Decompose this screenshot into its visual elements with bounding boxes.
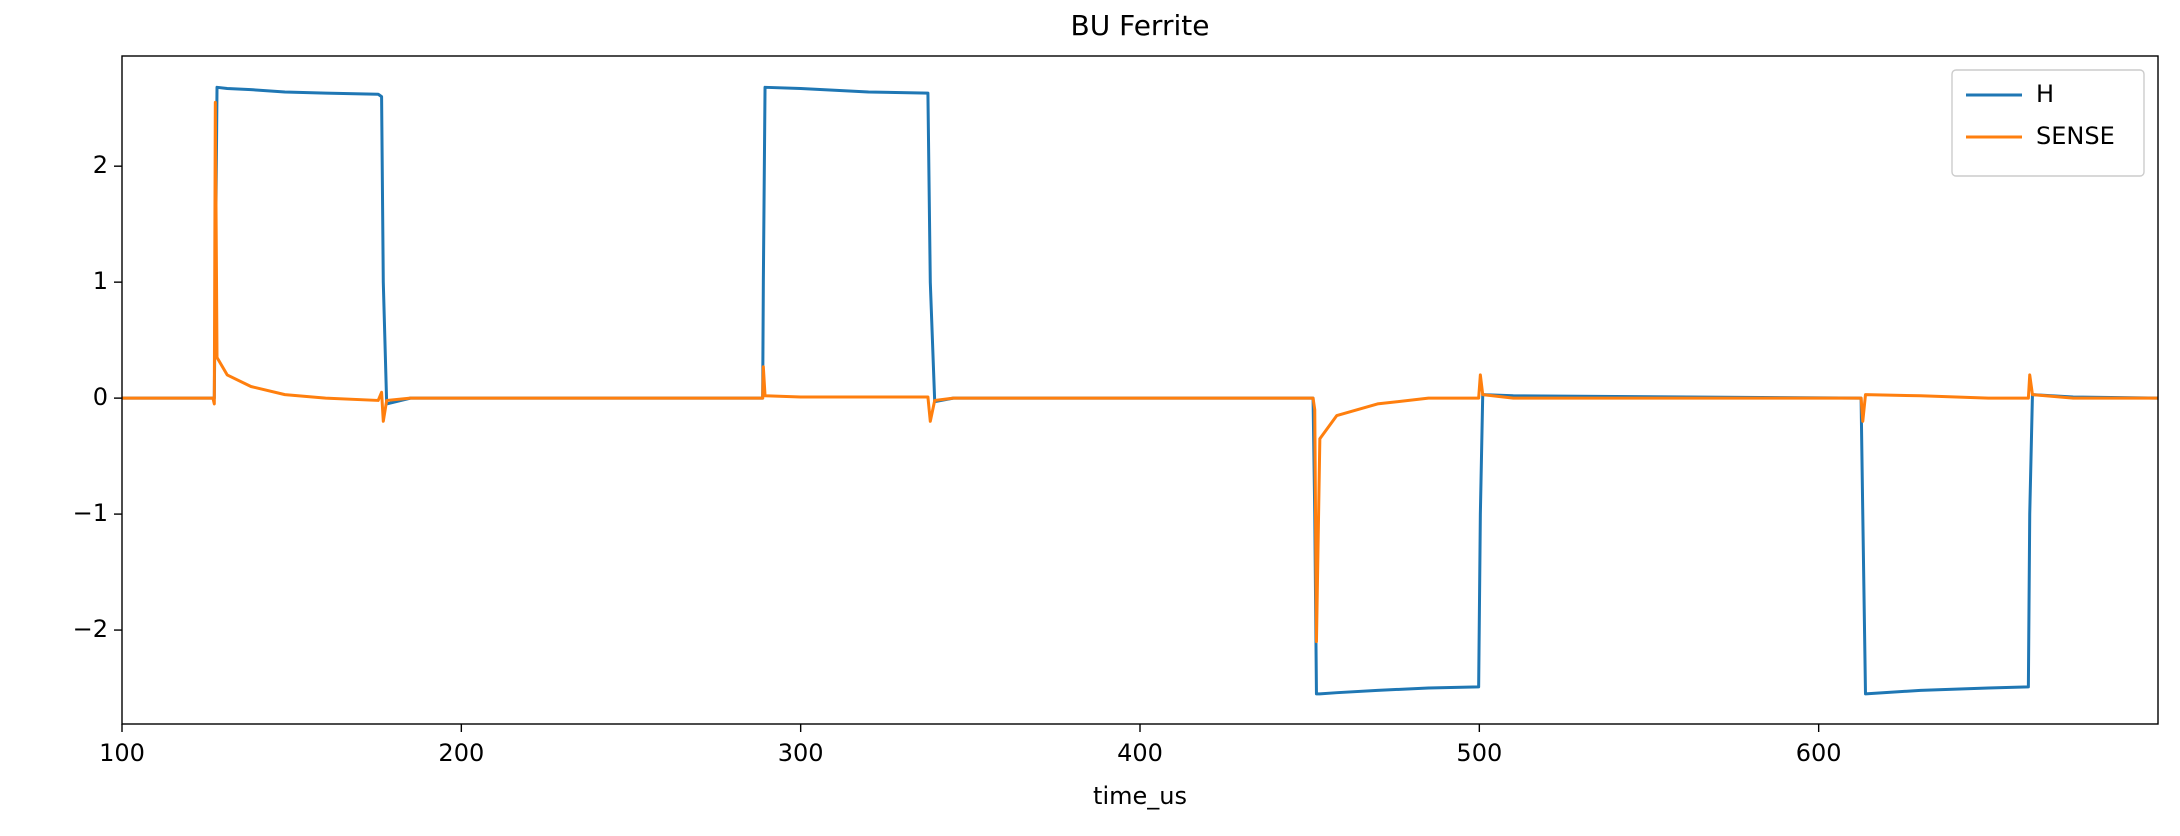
data-line	[122, 85, 2159, 696]
y-tick-label: −2	[73, 615, 108, 643]
x-tick-label: 500	[1456, 739, 1502, 767]
x-tick-label: 600	[1796, 739, 1842, 767]
x-tick-label: 400	[1117, 739, 1163, 767]
data-line	[122, 100, 2158, 644]
y-tick-label: −1	[73, 499, 108, 527]
y-tick-label: 0	[93, 383, 108, 411]
chart-title: BU Ferrite	[1071, 9, 1210, 42]
x-tick-label: 300	[778, 739, 824, 767]
x-tick-label: 200	[438, 739, 484, 767]
y-tick-label: 1	[93, 267, 108, 295]
legend-label: SENSE	[2036, 122, 2115, 150]
legend-label: H	[2036, 80, 2054, 108]
x-axis-label: time_us	[1093, 782, 1187, 810]
y-tick-label: 2	[93, 151, 108, 179]
x-tick-label: 100	[99, 739, 145, 767]
plot-frame	[121, 55, 2159, 725]
